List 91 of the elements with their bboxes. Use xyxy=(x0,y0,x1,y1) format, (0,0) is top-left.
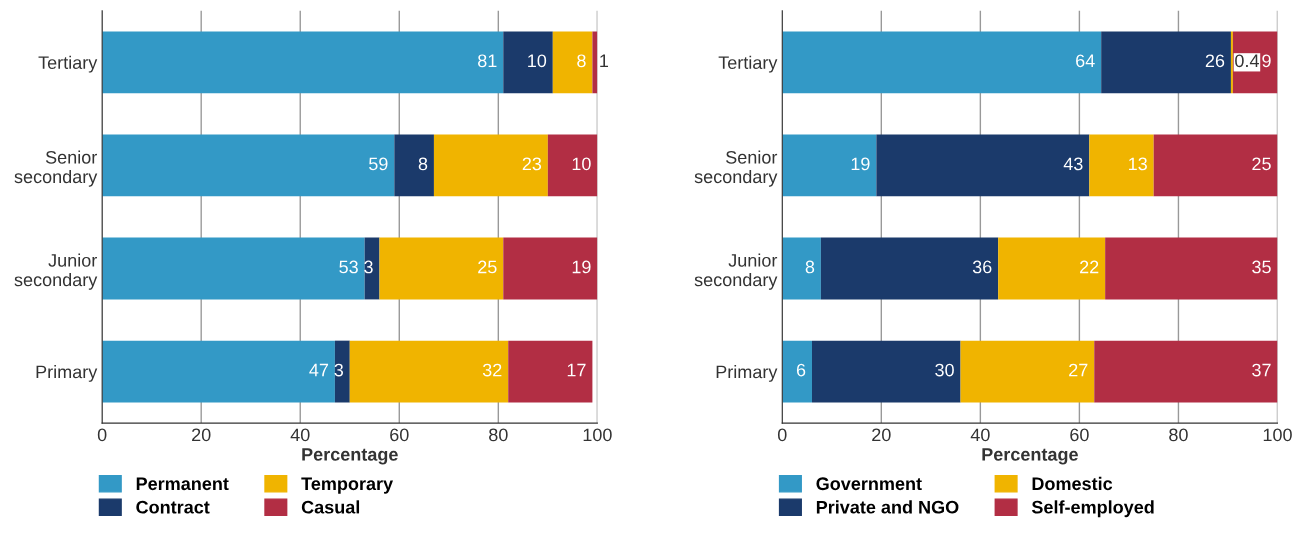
data-label: 53 xyxy=(339,260,358,274)
legend-label: Temporary xyxy=(301,477,394,494)
bar xyxy=(782,134,877,197)
data-label: 10 xyxy=(572,157,591,171)
bar xyxy=(508,340,593,403)
data-label: 19 xyxy=(851,157,870,171)
data-label: 35 xyxy=(1252,260,1271,274)
y-tick-label: Primary xyxy=(36,365,98,382)
legend-label: Permanent xyxy=(136,477,229,491)
bar xyxy=(1101,31,1231,94)
data-label: 0.4 xyxy=(1235,54,1259,68)
legend-label: Casual xyxy=(301,500,360,514)
data-label: 36 xyxy=(972,260,992,274)
data-label: 64 xyxy=(1076,54,1095,68)
bar xyxy=(102,134,395,197)
data-label: 27 xyxy=(1069,363,1088,377)
legend-label: Private and NGO xyxy=(816,500,959,514)
bar xyxy=(503,237,598,300)
bar xyxy=(503,31,553,94)
bar xyxy=(1094,340,1278,403)
data-label: 17 xyxy=(567,363,586,377)
y-tick-label: Tertiary xyxy=(718,55,778,73)
x-tick-label: 60 xyxy=(1070,428,1089,442)
x-tick-label: 40 xyxy=(290,428,310,442)
bar xyxy=(876,134,1090,197)
x-tick-label: 20 xyxy=(872,428,891,442)
y-tick-label: Tertiary xyxy=(38,55,98,73)
data-label: 13 xyxy=(1129,157,1147,171)
data-label: 3 xyxy=(364,260,373,274)
y-tick-label: Senior secondary xyxy=(694,150,778,187)
x-tick-label: 20 xyxy=(192,428,211,442)
bar xyxy=(960,340,1095,403)
bar xyxy=(998,237,1106,300)
x-axis-title: Percentage xyxy=(982,448,1078,465)
legend-label: Government xyxy=(816,477,922,491)
bar xyxy=(782,31,1102,94)
bar xyxy=(1089,134,1154,197)
data-label: 26 xyxy=(1205,54,1225,68)
bar xyxy=(349,340,509,403)
data-label: 25 xyxy=(478,260,497,274)
bar xyxy=(102,31,504,94)
data-label: 1 xyxy=(600,54,609,67)
data-label: 6 xyxy=(796,363,806,377)
data-label: 30 xyxy=(935,363,954,377)
data-label: 22 xyxy=(1080,260,1099,274)
bar xyxy=(1153,134,1278,197)
x-tick-label: 80 xyxy=(1169,428,1188,442)
data-label: 32 xyxy=(482,363,502,377)
bar xyxy=(1105,237,1278,300)
bar xyxy=(820,237,999,300)
bar xyxy=(379,237,504,300)
data-label: 10 xyxy=(528,54,547,68)
data-label: 23 xyxy=(522,157,542,171)
bar xyxy=(552,31,593,94)
x-tick-label: 0 xyxy=(777,428,787,442)
bar xyxy=(394,134,434,197)
data-label: 8 xyxy=(577,54,586,68)
x-tick-label: 0 xyxy=(97,428,107,442)
bar xyxy=(102,237,365,300)
legend-label: Contract xyxy=(136,500,210,514)
y-tick-label: Junior secondary xyxy=(694,253,778,290)
bar xyxy=(592,31,598,94)
data-label: 19 xyxy=(572,260,591,274)
data-label: 59 xyxy=(369,157,388,171)
legend-label: Self-employed xyxy=(1031,500,1154,518)
data-label: 8 xyxy=(805,260,815,274)
data-label: 8 xyxy=(418,157,428,171)
x-tick-label: 100 xyxy=(1263,428,1292,442)
x-tick-label: 100 xyxy=(583,428,612,442)
data-label: 3 xyxy=(334,363,344,377)
bar xyxy=(782,237,821,300)
y-tick-label: Senior secondary xyxy=(14,150,98,187)
bar xyxy=(102,340,335,403)
data-label: 37 xyxy=(1252,363,1271,377)
x-tick-label: 60 xyxy=(390,428,409,442)
data-label: 81 xyxy=(478,54,497,68)
bar xyxy=(334,340,350,403)
legend-label: Domestic xyxy=(1032,476,1113,491)
bar xyxy=(811,340,961,403)
y-tick-label: Primary xyxy=(716,365,778,382)
data-label: 47 xyxy=(309,363,329,377)
bar xyxy=(782,340,812,403)
data-label: 43 xyxy=(1063,157,1083,171)
data-label: 25 xyxy=(1252,157,1271,171)
y-tick-label: Junior secondary xyxy=(14,253,98,290)
bar xyxy=(547,134,598,197)
x-tick-label: 40 xyxy=(970,428,990,442)
x-tick-label: 80 xyxy=(489,428,508,442)
data-label: 9 xyxy=(1262,54,1271,68)
x-axis-title: Percentage xyxy=(302,448,398,465)
bar xyxy=(433,134,548,197)
